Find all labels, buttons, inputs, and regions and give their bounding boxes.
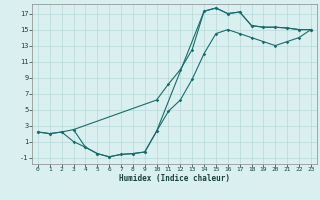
X-axis label: Humidex (Indice chaleur): Humidex (Indice chaleur) <box>119 174 230 183</box>
